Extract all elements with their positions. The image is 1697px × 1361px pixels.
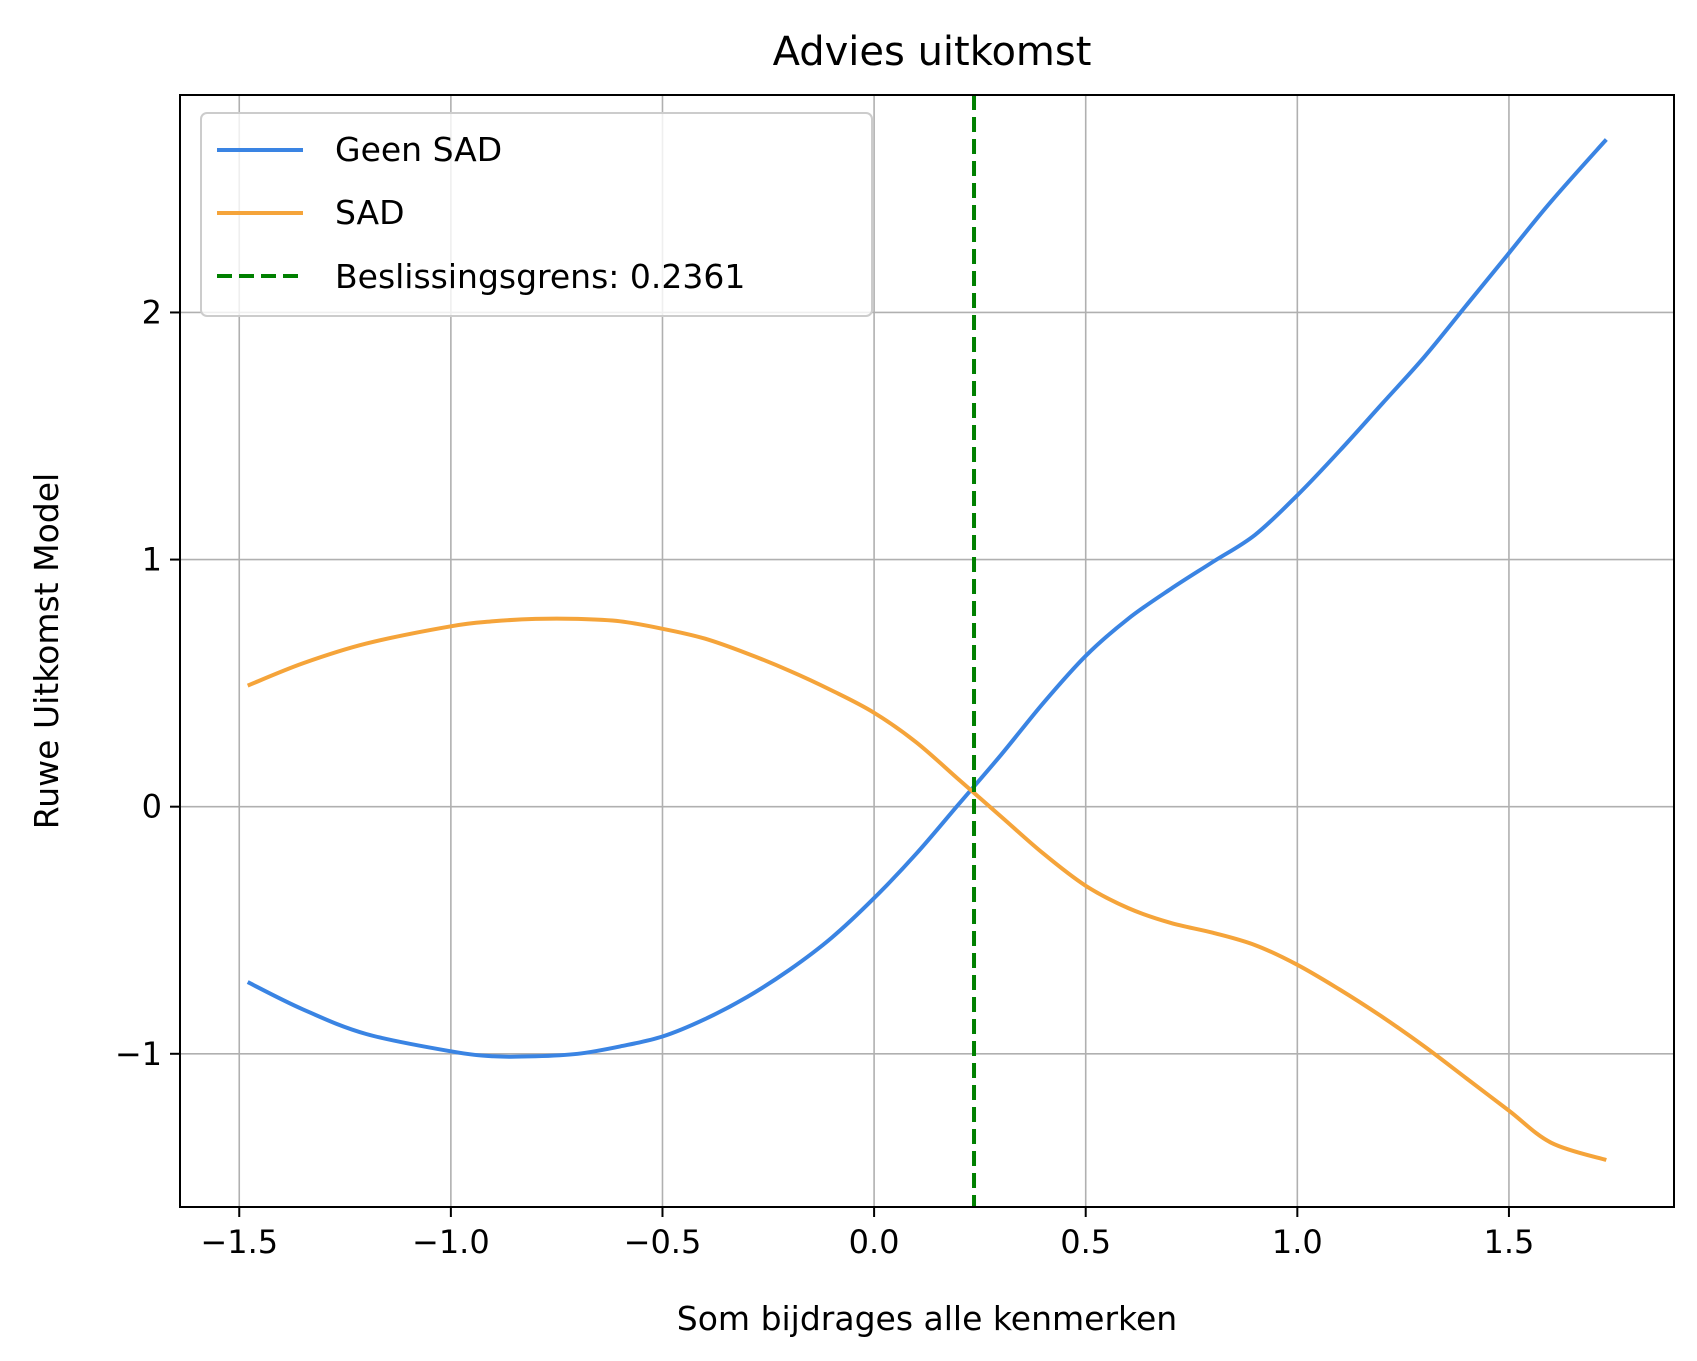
chart-title: Advies uitkomst	[773, 29, 1092, 75]
legend-box	[200, 112, 873, 317]
legend-label-beslissingsgrens: Beslissingsgrens: 0.2361	[335, 257, 745, 296]
x-tick-label: 0.5	[1060, 1223, 1111, 1261]
x-axis-title: Som bijdrages alle kenmerken	[677, 1299, 1177, 1338]
legend-label-sad: SAD	[335, 193, 405, 232]
y-tick-label: 2	[142, 293, 162, 331]
x-tick-label: −1.5	[200, 1223, 278, 1261]
x-tick-label: 1.5	[1483, 1223, 1534, 1261]
x-tick-label: 0.0	[849, 1223, 900, 1261]
x-tick-label: −0.5	[624, 1223, 702, 1261]
legend: Geen SAD SAD Beslissingsgrens: 0.2361	[200, 112, 873, 317]
y-axis-title: Ruwe Uitkomst Model	[27, 473, 66, 829]
y-tick-label: −1	[115, 1035, 162, 1073]
y-tick-label: 0	[142, 788, 162, 826]
series-layer	[246, 138, 1608, 1162]
plot-frame	[179, 94, 1675, 1208]
x-tick-label: 1.0	[1272, 1223, 1323, 1261]
y-tick-label: 1	[142, 541, 162, 579]
legend-label-geen-sad: Geen SAD	[335, 130, 502, 169]
ticks: −1.5 −1.0 −0.5 0.0 0.5 1.0 1.5 −1 0 1 2	[115, 293, 1535, 1261]
series-line-sad	[246, 616, 1607, 1162]
x-tick-label: −1.0	[412, 1223, 490, 1261]
series-line-geen-sad	[246, 138, 1608, 1059]
